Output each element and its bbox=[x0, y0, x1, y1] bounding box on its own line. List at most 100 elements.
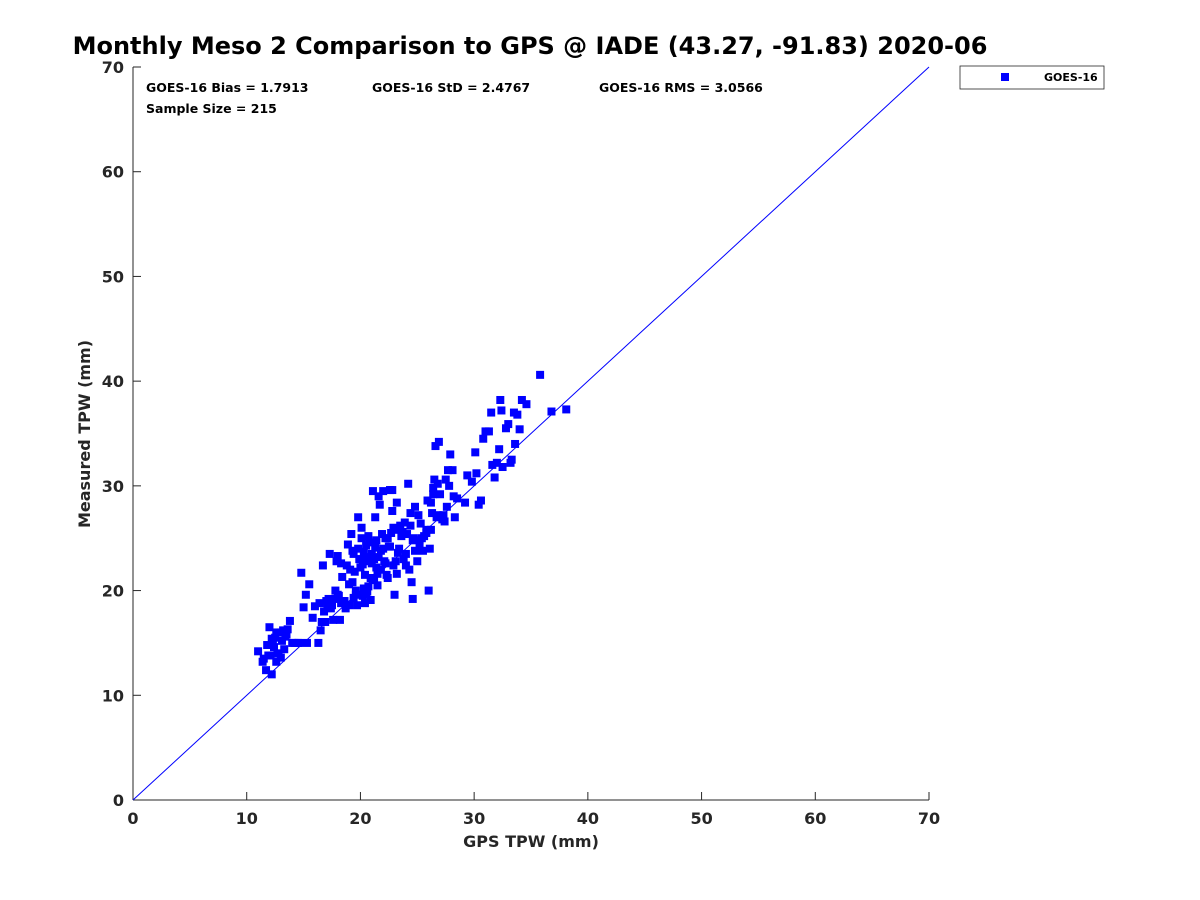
data-point bbox=[372, 536, 381, 545]
data-point bbox=[258, 657, 267, 666]
data-point bbox=[426, 525, 435, 534]
data-point bbox=[272, 628, 281, 637]
data-point bbox=[333, 590, 342, 599]
data-point bbox=[408, 536, 417, 545]
sample-size-annotation: Sample Size = 215 bbox=[146, 101, 277, 116]
data-point bbox=[407, 578, 416, 587]
data-point bbox=[430, 475, 439, 484]
data-point bbox=[364, 532, 373, 541]
data-point bbox=[357, 534, 366, 543]
data-point bbox=[425, 544, 434, 553]
data-point bbox=[285, 616, 294, 625]
data-point bbox=[281, 632, 290, 641]
y-tick-label: 60 bbox=[102, 163, 124, 182]
data-point bbox=[335, 615, 344, 624]
data-point bbox=[406, 521, 415, 530]
x-tick-label: 0 bbox=[127, 809, 138, 828]
data-point bbox=[273, 649, 282, 658]
data-point bbox=[441, 475, 450, 484]
data-point bbox=[418, 546, 427, 555]
data-point bbox=[277, 636, 286, 645]
legend-marker-goes16 bbox=[1001, 73, 1009, 81]
data-point bbox=[338, 572, 347, 581]
data-point bbox=[429, 483, 438, 492]
data-point bbox=[547, 407, 556, 416]
data-point bbox=[401, 561, 410, 570]
x-tick-label: 70 bbox=[918, 809, 940, 828]
data-point bbox=[411, 546, 420, 555]
data-point bbox=[416, 519, 425, 528]
data-point bbox=[354, 544, 363, 553]
data-point bbox=[398, 527, 407, 536]
data-point bbox=[393, 548, 402, 557]
y-tick-label: 10 bbox=[102, 686, 124, 705]
data-point bbox=[362, 590, 371, 599]
data-point bbox=[295, 638, 304, 647]
data-point bbox=[467, 477, 476, 486]
y-tick-label: 30 bbox=[102, 477, 124, 496]
data-point bbox=[299, 603, 308, 612]
data-point bbox=[487, 408, 496, 417]
data-point bbox=[461, 498, 470, 507]
data-point bbox=[404, 479, 413, 488]
data-point bbox=[448, 466, 457, 475]
data-point bbox=[385, 542, 394, 551]
data-point bbox=[276, 653, 285, 662]
data-point bbox=[359, 547, 368, 556]
data-point bbox=[364, 582, 373, 591]
legend-label-goes16: GOES-16 bbox=[1044, 71, 1098, 84]
data-point bbox=[501, 424, 510, 433]
data-point bbox=[290, 638, 299, 647]
data-point bbox=[422, 528, 431, 537]
data-point bbox=[490, 473, 499, 482]
data-point bbox=[349, 549, 358, 558]
data-point bbox=[360, 599, 369, 608]
data-point bbox=[562, 405, 571, 414]
data-point bbox=[426, 498, 435, 507]
x-tick-label: 60 bbox=[804, 809, 826, 828]
data-point bbox=[297, 568, 306, 577]
data-point bbox=[434, 437, 443, 446]
data-point bbox=[403, 530, 412, 539]
data-point bbox=[522, 400, 531, 409]
data-point bbox=[479, 434, 488, 443]
data-point bbox=[411, 502, 420, 511]
data-point bbox=[342, 561, 351, 570]
data-point bbox=[504, 420, 513, 429]
data-point bbox=[316, 626, 325, 635]
data-point bbox=[399, 555, 408, 564]
y-tick-label: 70 bbox=[102, 58, 124, 77]
data-point bbox=[431, 442, 440, 451]
y-tick-label: 50 bbox=[102, 267, 124, 286]
data-point bbox=[374, 553, 383, 562]
data-point bbox=[279, 626, 288, 635]
data-point bbox=[315, 599, 324, 608]
data-point bbox=[308, 613, 317, 622]
data-point bbox=[484, 427, 493, 436]
data-point bbox=[358, 560, 367, 569]
data-point bbox=[272, 657, 281, 666]
y-tick-label: 40 bbox=[102, 372, 124, 391]
data-point bbox=[474, 500, 483, 509]
data-point bbox=[395, 544, 404, 553]
data-point bbox=[513, 410, 522, 419]
data-point bbox=[324, 594, 333, 603]
data-point bbox=[389, 561, 398, 570]
data-point bbox=[270, 643, 279, 652]
data-point bbox=[429, 490, 438, 499]
data-point bbox=[414, 511, 423, 520]
data-point bbox=[353, 601, 362, 610]
y-tick-label: 0 bbox=[113, 791, 124, 810]
data-point bbox=[370, 555, 379, 564]
data-point bbox=[373, 569, 382, 578]
data-point bbox=[507, 455, 516, 464]
y-ticks: 0 10 20 30 40 50 60 70 bbox=[102, 58, 141, 810]
data-point bbox=[329, 615, 338, 624]
data-point bbox=[440, 517, 449, 526]
data-point bbox=[449, 492, 458, 501]
data-point bbox=[492, 458, 501, 467]
data-point bbox=[476, 496, 485, 505]
data-point bbox=[450, 513, 459, 522]
data-point bbox=[379, 544, 388, 553]
data-point bbox=[280, 645, 289, 654]
